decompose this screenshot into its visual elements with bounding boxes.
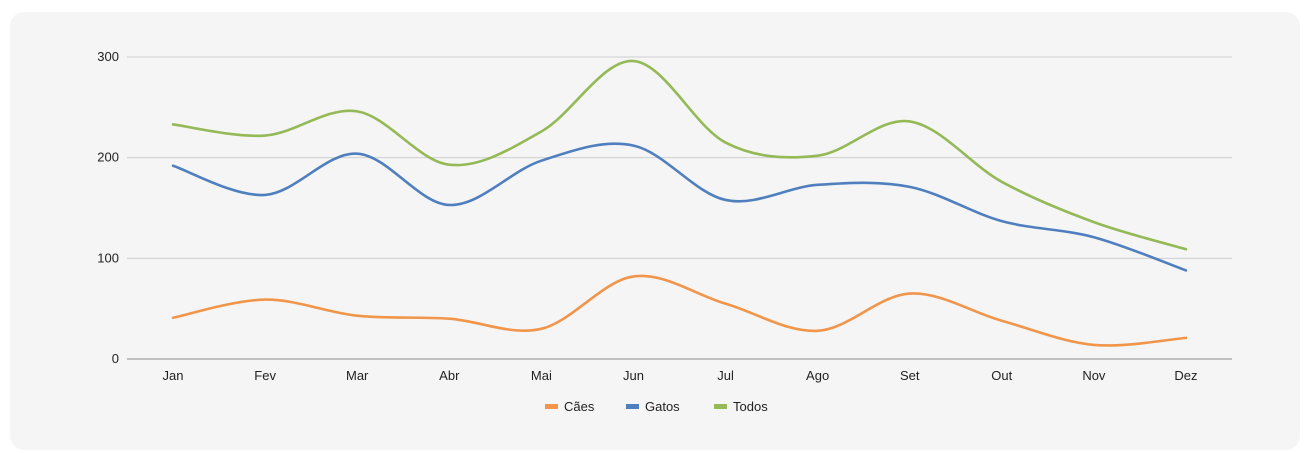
x-tick-label: Jun xyxy=(623,368,644,383)
legend: Cães Gatos Todos xyxy=(545,399,768,414)
x-tick-label: Ago xyxy=(806,368,829,383)
x-axis-ticks: Jan Fev Mar Abr Mai Jun Jul Ago Set Out Nov Dez xyxy=(163,368,1198,383)
legend-swatch xyxy=(626,404,639,409)
y-tick-label: 200 xyxy=(97,150,119,165)
x-tick-label: Abr xyxy=(439,368,460,383)
legend-label: Gatos xyxy=(645,399,680,414)
gridlines xyxy=(127,56,1232,360)
y-tick-label: 0 xyxy=(112,351,119,366)
x-tick-label: Mar xyxy=(346,368,369,383)
legend-label: Todos xyxy=(733,399,768,414)
legend-swatch xyxy=(545,404,558,409)
series-line-todos xyxy=(171,59,1188,251)
series-line-c-es xyxy=(171,274,1188,347)
legend-item: Todos xyxy=(714,399,768,414)
legend-label: Cães xyxy=(564,399,595,414)
x-tick-label: Dez xyxy=(1174,368,1197,383)
legend-swatch xyxy=(714,404,727,409)
y-tick-label: 100 xyxy=(97,250,119,265)
x-tick-label: Jan xyxy=(163,368,184,383)
x-tick-label: Fev xyxy=(254,368,276,383)
x-tick-label: Nov xyxy=(1082,368,1106,383)
chart-card xyxy=(10,12,1300,450)
legend-item: Cães xyxy=(545,399,595,414)
x-tick-label: Set xyxy=(900,368,920,383)
series-lines xyxy=(171,59,1188,347)
y-axis-ticks: 0 100 200 300 xyxy=(97,49,119,366)
x-tick-label: Out xyxy=(991,368,1012,383)
x-tick-label: Jul xyxy=(717,368,734,383)
y-tick-label: 300 xyxy=(97,49,119,64)
legend-item: Gatos xyxy=(626,399,680,414)
x-tick-label: Mai xyxy=(531,368,552,383)
series-line-gatos xyxy=(171,142,1188,272)
